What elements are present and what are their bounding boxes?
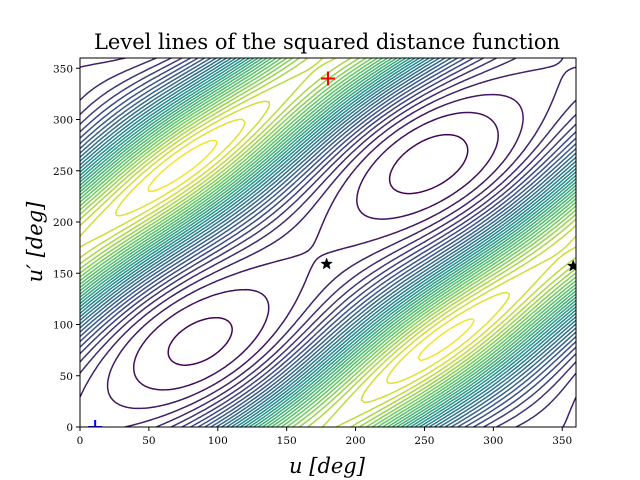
- critical-point-markers: [88, 71, 576, 427]
- contour-level-line: [80, 58, 576, 427]
- contour-level-line: [132, 111, 499, 391]
- x-tick-label: 300: [483, 435, 503, 447]
- x-axis-ticks: 0 50 100 150 200 250 300 350: [77, 427, 572, 447]
- chart-title: Level lines of the squared distance func…: [94, 30, 560, 54]
- x-tick-label: 0: [77, 435, 84, 447]
- y-axis-ticks: 0 50 100 150 200 250 300 350: [53, 63, 80, 434]
- x-axis-label: u [deg]: [289, 454, 366, 478]
- contour-level-line: [80, 58, 576, 427]
- contour-level-line: [80, 58, 576, 427]
- y-tick-label: 0: [66, 422, 73, 434]
- y-tick-label: 350: [53, 63, 73, 75]
- contour-level-line: [114, 118, 511, 385]
- y-tick-label: 300: [53, 115, 73, 127]
- plot-frame: [79, 57, 577, 428]
- x-tick-label: 200: [346, 435, 366, 447]
- contour-level-line: [80, 58, 576, 427]
- x-tick-label: 250: [414, 435, 434, 447]
- contour-lines: [80, 58, 576, 427]
- contour-level-line: [80, 58, 576, 427]
- x-tick-label: 150: [277, 435, 297, 447]
- maximum-marker: [321, 71, 335, 86]
- x-tick-label: 100: [208, 435, 228, 447]
- contour-level-line: [106, 93, 524, 410]
- y-tick-label: 100: [53, 320, 73, 332]
- saddle-2-marker: [566, 259, 576, 272]
- contour-level-line: [167, 133, 469, 366]
- saddle-1-marker: [320, 257, 334, 270]
- contour-level-line: [80, 58, 576, 427]
- y-axis-label: u′ [deg]: [23, 201, 47, 282]
- y-tick-label: 200: [53, 217, 73, 229]
- minimum-marker: [88, 420, 103, 427]
- contour-level-line: [80, 58, 576, 427]
- x-tick-label: 350: [552, 435, 572, 447]
- contour-level-line: [147, 139, 475, 362]
- contour-level-line: [80, 58, 576, 427]
- y-tick-label: 250: [53, 166, 73, 178]
- contour-level-line: [80, 58, 576, 427]
- contour-level-line: [80, 58, 576, 427]
- y-tick-label: 50: [60, 371, 73, 383]
- contour-level-line: [80, 58, 576, 427]
- contour-level-line: [80, 58, 576, 427]
- contour-level-line: [80, 100, 576, 404]
- x-tick-label: 50: [142, 435, 155, 447]
- y-tick-label: 150: [53, 268, 73, 280]
